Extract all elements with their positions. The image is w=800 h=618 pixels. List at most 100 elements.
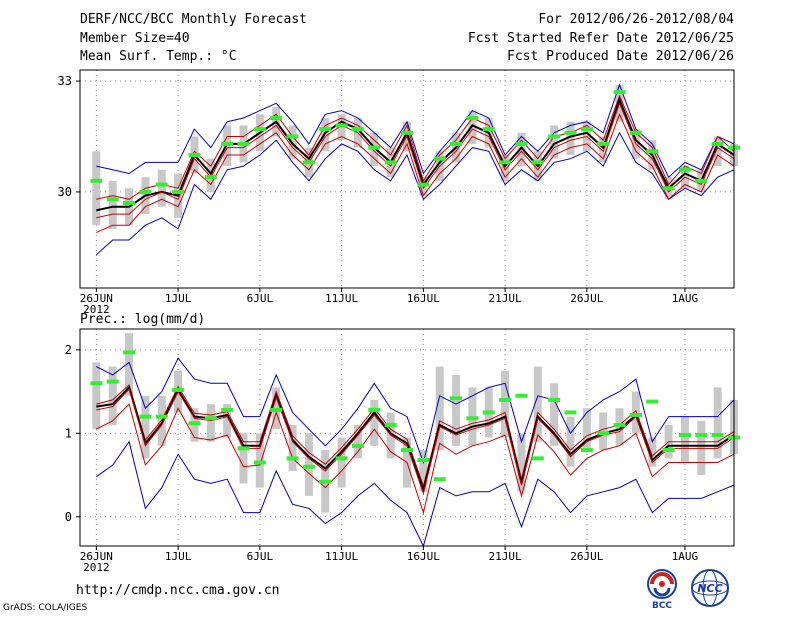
y-tick-label: 30 bbox=[58, 185, 72, 199]
ensemble-marker bbox=[711, 432, 724, 437]
ensemble-marker bbox=[204, 416, 217, 421]
spread-box bbox=[239, 433, 248, 484]
ensemble-marker bbox=[613, 422, 626, 427]
ensemble-marker bbox=[286, 456, 299, 461]
spread-box bbox=[713, 387, 722, 459]
ensemble-marker bbox=[221, 407, 234, 412]
spread-box bbox=[566, 121, 575, 155]
spread-box bbox=[92, 362, 101, 430]
ensemble-marker bbox=[172, 387, 185, 392]
ensemble-marker bbox=[613, 90, 626, 95]
ensemble-marker bbox=[629, 412, 642, 417]
spread-box bbox=[304, 433, 313, 496]
ensemble-marker bbox=[466, 116, 479, 121]
ensemble-marker bbox=[499, 160, 512, 165]
spread-box bbox=[141, 395, 150, 459]
y-tick-label: 0 bbox=[65, 510, 72, 524]
y-tick-label: 33 bbox=[58, 74, 72, 88]
ensemble-marker bbox=[678, 167, 691, 172]
spread-box bbox=[468, 110, 477, 144]
spread-box bbox=[353, 424, 362, 459]
ensemble-marker bbox=[629, 130, 642, 135]
spread-box bbox=[108, 366, 117, 425]
spread-box bbox=[713, 136, 722, 167]
ensemble-marker bbox=[580, 448, 593, 453]
spread-box bbox=[517, 132, 526, 167]
ensemble-marker bbox=[204, 175, 217, 180]
ensemble-marker bbox=[302, 464, 315, 469]
bcc-logo-text: BCC bbox=[652, 601, 672, 610]
spread-box bbox=[125, 333, 134, 396]
ensemble-marker bbox=[123, 201, 136, 206]
x-tick-label: 1JUL bbox=[165, 550, 192, 563]
forecast-period: For 2012/06/26-2012/08/04 bbox=[538, 12, 734, 27]
x-tick-year-label: 2012 bbox=[83, 303, 110, 316]
series-line-spread-outer-lower bbox=[96, 440, 735, 548]
spread-box bbox=[501, 154, 510, 181]
ensemble-marker bbox=[450, 141, 463, 146]
ensemble-marker bbox=[450, 396, 463, 401]
variable-label: Mean Surf. Temp.: °C bbox=[80, 49, 237, 64]
x-tick-label: 16JUL bbox=[407, 550, 440, 563]
ensemble-marker bbox=[123, 350, 136, 355]
spread-box bbox=[599, 136, 608, 163]
x-tick-label: 26JUN bbox=[80, 292, 113, 305]
ensemble-marker bbox=[270, 116, 283, 121]
panel-title: Prec.: log(mm/d) bbox=[80, 312, 205, 327]
ensemble-marker bbox=[401, 448, 413, 453]
series-line-ensemble-mean bbox=[96, 96, 735, 212]
ensemble-marker bbox=[401, 130, 413, 135]
ensemble-marker bbox=[417, 458, 430, 463]
ensemble-marker bbox=[302, 160, 315, 165]
ensemble-marker bbox=[564, 130, 577, 135]
ensemble-marker bbox=[139, 189, 152, 194]
spread-box bbox=[108, 180, 117, 229]
ensemble-marker bbox=[368, 407, 381, 412]
x-tick-label: 1AUG bbox=[672, 550, 699, 563]
x-tick-label: 6JUL bbox=[247, 550, 274, 563]
spread-box bbox=[517, 433, 526, 492]
ensemble-marker bbox=[646, 399, 659, 404]
ensemble-marker bbox=[384, 160, 397, 165]
x-tick-label: 1JUL bbox=[165, 292, 192, 305]
series-line-spread-inner-upper bbox=[96, 383, 735, 488]
y-tick-label: 1 bbox=[65, 426, 72, 440]
x-tick-label: 11JUL bbox=[325, 292, 358, 305]
ensemble-marker bbox=[711, 141, 724, 146]
grads-credit: GrADS: COLA/IGES bbox=[3, 603, 88, 613]
ensemble-marker bbox=[237, 446, 250, 451]
ensemble-marker bbox=[580, 127, 593, 132]
x-tick-label: 26JUL bbox=[570, 292, 603, 305]
ensemble-marker bbox=[482, 410, 495, 415]
spread-box bbox=[648, 437, 657, 467]
spread-box bbox=[566, 416, 575, 467]
series-line-spread-inner-lower bbox=[96, 403, 735, 515]
ensemble-marker bbox=[531, 456, 544, 461]
ensemble-marker bbox=[155, 182, 168, 187]
ensemble-marker bbox=[499, 397, 512, 402]
ensemble-marker bbox=[335, 123, 348, 128]
ensemble-marker bbox=[155, 414, 168, 419]
ensemble-marker bbox=[417, 182, 430, 187]
ensemble-marker bbox=[319, 127, 332, 132]
bcc-logo-icon: BCC bbox=[647, 569, 677, 610]
spread-box bbox=[631, 391, 640, 434]
ensemble-marker bbox=[270, 407, 283, 412]
ensemble-marker bbox=[433, 477, 446, 482]
spread-box bbox=[206, 404, 215, 442]
spread-box bbox=[680, 416, 689, 463]
ensemble-marker bbox=[351, 127, 364, 132]
series-line-spread-inner-upper bbox=[96, 94, 735, 200]
ensemble-marker bbox=[646, 149, 659, 154]
website-url[interactable]: http://cmdp.ncc.cma.gov.cn bbox=[76, 583, 280, 598]
series-line-spread-outer-upper bbox=[96, 357, 735, 465]
ensemble-marker bbox=[515, 393, 528, 398]
spread-box bbox=[615, 408, 624, 446]
x-tick-label: 26JUL bbox=[570, 550, 603, 563]
fcst-started-date: Fcst Started Refer Date 2012/06/25 bbox=[467, 31, 734, 46]
x-tick-year-label: 2012 bbox=[83, 561, 110, 574]
ensemble-marker bbox=[221, 141, 234, 146]
spread-box bbox=[599, 412, 608, 451]
